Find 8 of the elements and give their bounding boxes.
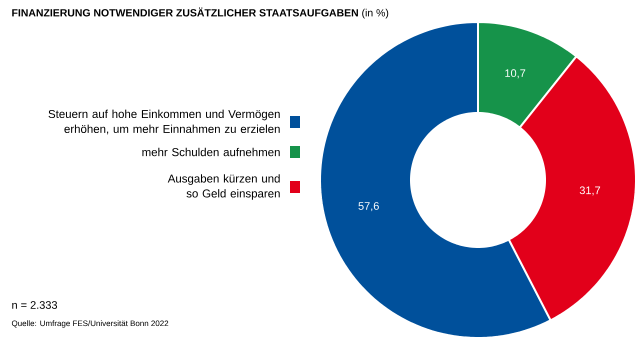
chart-title: FINANZIERUNG NOTWENDIGER ZUSÄTZLICHER STAATSAUFGABEN (in %) — [12, 7, 388, 19]
data-label: 57,6 — [358, 202, 379, 212]
legend-label: mehr Schulden aufnehmen — [142, 148, 280, 156]
legend-label: Steuern auf hohe Einkommen und Vermögen erhöhen, um mehr Einnahmen zu erzielen — [48, 110, 280, 134]
data-label: 31,7 — [580, 186, 600, 196]
text: n = 2.333 — [12, 301, 58, 309]
legend-label: Ausgaben kürzen und so Geld einsparen — [168, 174, 280, 200]
data-label: 10,7 — [505, 69, 526, 78]
